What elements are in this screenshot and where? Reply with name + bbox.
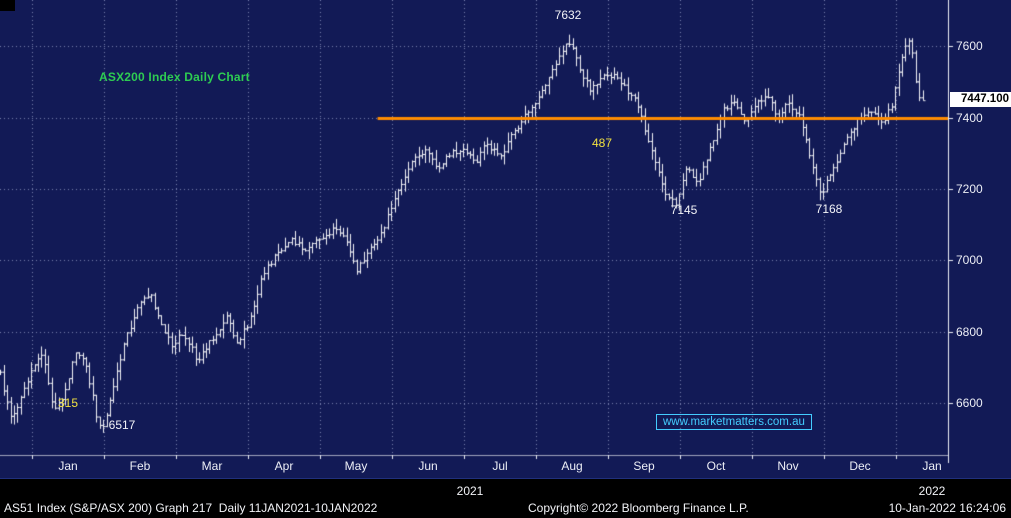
watermark-link[interactable]: www.marketmatters.com.au — [656, 414, 812, 430]
status-bar: AS51 Index (S&P/ASX 200) Graph 217 Daily… — [0, 478, 1011, 518]
status-security-info: AS51 Index (S&P/ASX 200) Graph 217 Daily… — [4, 501, 378, 515]
price-chart-canvas[interactable] — [0, 0, 1011, 478]
status-timestamp: 10-Jan-2022 16:24:06 — [888, 501, 1006, 515]
status-copyright: Copyright© 2022 Bloomberg Finance L.P. — [528, 501, 749, 515]
x-axis-year-label: 2022 — [918, 484, 946, 498]
x-axis-year-label: 2021 — [456, 484, 484, 498]
